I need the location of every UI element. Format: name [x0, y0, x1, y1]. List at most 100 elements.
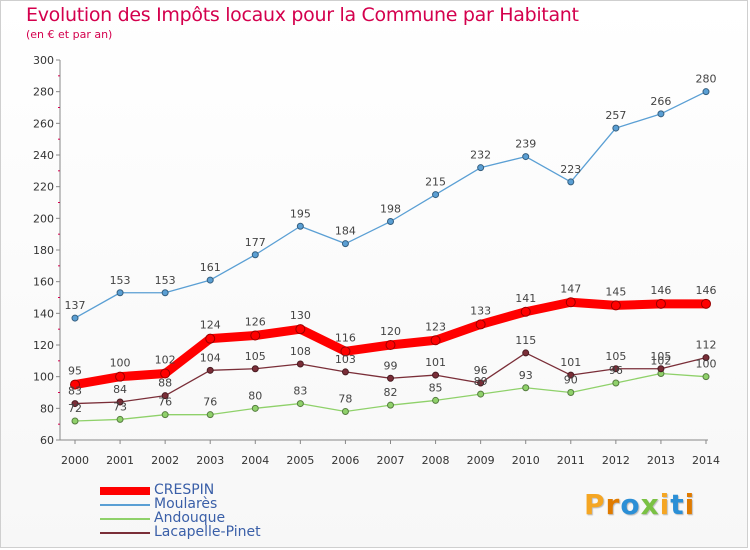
chart-subtitle: (en € et par an) — [26, 28, 113, 41]
data-label: 101 — [560, 356, 581, 369]
data-point — [567, 178, 575, 186]
data-label: 73 — [113, 400, 127, 413]
data-point — [522, 349, 530, 357]
data-label: 257 — [605, 109, 626, 122]
series-andouque — [71, 370, 710, 425]
data-label: 266 — [650, 95, 671, 108]
data-label: 102 — [650, 355, 671, 368]
x-tick-label: 2009 — [467, 454, 495, 467]
x-tick-label: 2005 — [286, 454, 314, 467]
data-point — [341, 368, 349, 376]
data-point — [251, 365, 259, 373]
data-label: 146 — [650, 284, 671, 297]
data-label: 124 — [200, 319, 221, 332]
data-point — [206, 411, 214, 419]
logo-letter: r — [605, 488, 621, 521]
data-point — [387, 218, 394, 225]
data-label: 198 — [380, 203, 401, 216]
x-tick-label: 2000 — [61, 454, 89, 467]
logo-letter: i — [684, 488, 696, 521]
data-label: 80 — [248, 389, 262, 402]
chart-title: Evolution des Impôts locaux pour la Comm… — [26, 4, 579, 26]
data-label: 103 — [335, 353, 356, 366]
data-point — [250, 330, 261, 341]
data-point — [477, 390, 485, 398]
data-label: 105 — [605, 350, 626, 363]
x-tick-label: 2010 — [512, 454, 540, 467]
data-label: 102 — [155, 354, 176, 367]
data-label: 146 — [696, 284, 717, 297]
data-point — [387, 374, 394, 382]
legend-swatch — [100, 504, 150, 506]
data-label: 95 — [68, 365, 82, 378]
data-label: 232 — [470, 149, 491, 162]
data-label: 76 — [158, 396, 172, 409]
legend-label: Lacapelle-Pinet — [154, 524, 261, 540]
y-tick-label: 160 — [33, 276, 54, 289]
chart-axes: 60 80 100 120 140 160 180 200 220 240 260 280 300 200… — [33, 54, 720, 467]
data-label: 78 — [338, 393, 352, 406]
data-label: 141 — [515, 292, 536, 305]
data-label: 223 — [560, 163, 581, 176]
data-label: 239 — [515, 138, 536, 151]
legend-item: Moularès — [100, 496, 340, 512]
data-point — [567, 371, 575, 379]
data-point — [702, 88, 710, 96]
data-point — [116, 398, 124, 406]
data-point — [565, 297, 576, 308]
data-label: 90 — [564, 374, 578, 387]
data-point — [251, 404, 259, 412]
data-label: 195 — [290, 207, 311, 220]
chart-legend: CRESPIN Moularès Andouque Lacapelle-Pinet — [100, 482, 340, 540]
data-point — [522, 153, 530, 161]
data-point — [71, 314, 79, 322]
data-label: 112 — [696, 339, 717, 352]
data-label: 83 — [293, 385, 307, 398]
data-point — [161, 289, 169, 297]
data-label: 123 — [425, 320, 446, 333]
data-labels-layer: 137 153 153 161 177 195 184 198 215 232 239 223 257 2… — [65, 73, 717, 415]
legend-item: Lacapelle-Pinet — [100, 524, 340, 540]
data-label: 133 — [470, 304, 491, 317]
x-tick-label: 2011 — [557, 454, 585, 467]
data-label: 84 — [113, 383, 127, 396]
y-tick-label: 260 — [33, 117, 54, 130]
data-label: 100 — [110, 357, 131, 370]
x-tick-label: 2014 — [692, 454, 720, 467]
data-point — [115, 371, 126, 382]
data-label: 215 — [425, 176, 446, 189]
data-label: 105 — [650, 350, 671, 363]
y-tick-label: 120 — [33, 339, 54, 352]
data-label: 96 — [474, 364, 488, 377]
x-tick-label: 2001 — [106, 454, 134, 467]
x-tick-label: 2002 — [151, 454, 179, 467]
y-tick-label: 80 — [40, 402, 54, 415]
data-label: 93 — [519, 369, 533, 382]
data-label: 184 — [335, 225, 356, 238]
data-point — [612, 379, 620, 387]
data-label: 153 — [155, 274, 176, 287]
data-label: 126 — [245, 316, 266, 329]
data-label: 137 — [65, 299, 86, 312]
data-point — [567, 389, 575, 396]
y-tick-label: 280 — [33, 86, 54, 99]
data-point — [251, 251, 259, 259]
data-label: 161 — [200, 261, 221, 274]
x-tick-label: 2013 — [647, 454, 675, 467]
data-point — [295, 324, 306, 335]
data-label: 145 — [605, 285, 626, 298]
data-label: 108 — [290, 345, 311, 358]
data-label: 105 — [245, 350, 266, 363]
data-point — [161, 411, 169, 419]
data-point — [702, 354, 710, 362]
data-label: 116 — [335, 331, 356, 344]
data-point — [655, 298, 666, 309]
y-tick-label: 200 — [33, 212, 54, 225]
y-tick-label: 100 — [33, 371, 54, 384]
data-point — [657, 110, 665, 118]
data-label: 120 — [380, 325, 401, 338]
data-point — [161, 392, 169, 400]
logo-letter: P — [584, 488, 606, 521]
legend-label: Moularès — [154, 496, 218, 512]
data-point — [341, 408, 349, 415]
